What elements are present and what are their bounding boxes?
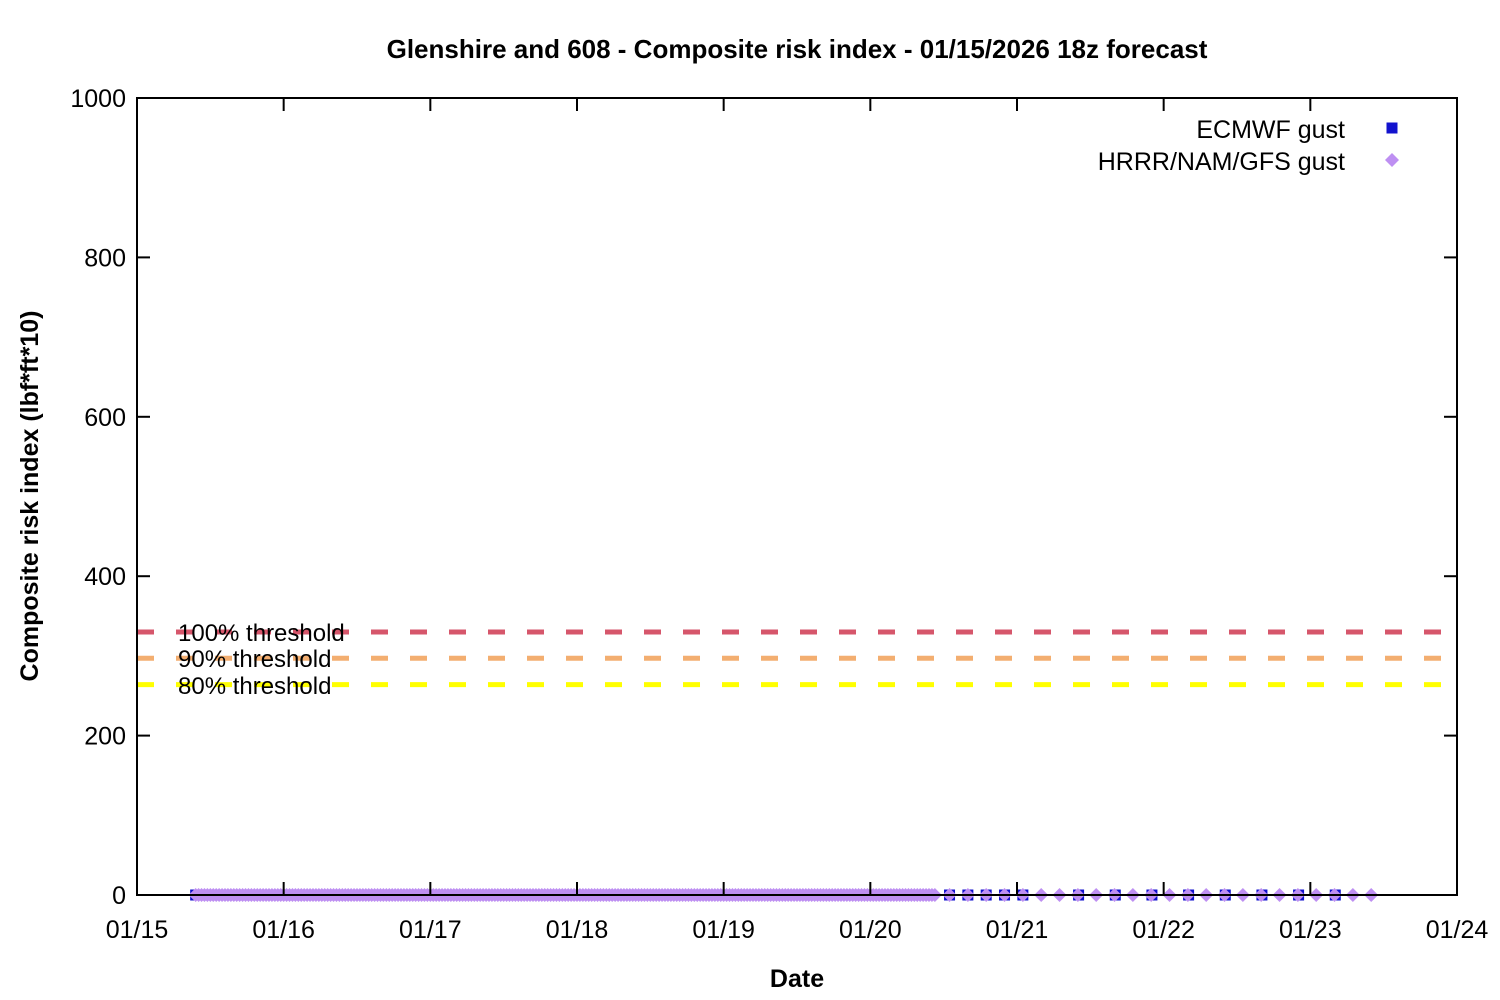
- x-tick-label: 01/24: [1426, 916, 1489, 944]
- threshold-label-90: 90% threshold: [178, 646, 331, 673]
- x-tick-labels: 01/15 01/16 01/17 01/18 01/19 01/20 01/21 01/22…: [106, 916, 1489, 944]
- y-tick-label: 600: [84, 404, 126, 432]
- tick-marks: [136, 97, 1458, 896]
- y-tick-label: 1000: [70, 85, 126, 113]
- x-tick-label: 01/15: [106, 916, 169, 944]
- x-tick-label: 01/21: [986, 916, 1049, 944]
- y-tick-label: 400: [84, 563, 126, 591]
- x-tick-label: 01/22: [1132, 916, 1195, 944]
- chart-title: Glenshire and 608 - Composite risk index…: [387, 34, 1208, 64]
- legend-label-ecmwf: ECMWF gust: [1196, 116, 1345, 144]
- axes-layer: [136, 97, 1458, 896]
- threshold-label-80: 80% threshold: [178, 673, 331, 700]
- x-tick-label: 01/16: [252, 916, 315, 944]
- plot-border: [136, 97, 1458, 896]
- x-tick-label: 01/17: [399, 916, 462, 944]
- y-axis-label: Composite risk index (lbf*ft*10): [16, 311, 44, 682]
- legend-square-icon: [1386, 122, 1398, 134]
- y-tick-label: 200: [84, 723, 126, 751]
- x-tick-label: 01/23: [1279, 916, 1342, 944]
- y-tick-label: 0: [112, 882, 126, 910]
- x-tick-label: 01/20: [839, 916, 902, 944]
- y-tick-labels: 0 200 400 600 800 1000: [70, 85, 126, 910]
- threshold-labels: 100% threshold 90% threshold 80% thresho…: [178, 620, 345, 700]
- x-tick-label: 01/18: [546, 916, 609, 944]
- threshold-lines: [137, 629, 1457, 688]
- legend: ECMWF gust HRRR/NAM/GFS gust: [1098, 116, 1399, 176]
- x-axis-label: Date: [770, 965, 824, 993]
- threshold-label-100: 100% threshold: [178, 620, 345, 647]
- legend-label-hrrr: HRRR/NAM/GFS gust: [1098, 148, 1345, 176]
- x-tick-label: 01/19: [692, 916, 755, 944]
- y-tick-label: 800: [84, 244, 126, 272]
- legend-diamond-icon: [1385, 153, 1399, 167]
